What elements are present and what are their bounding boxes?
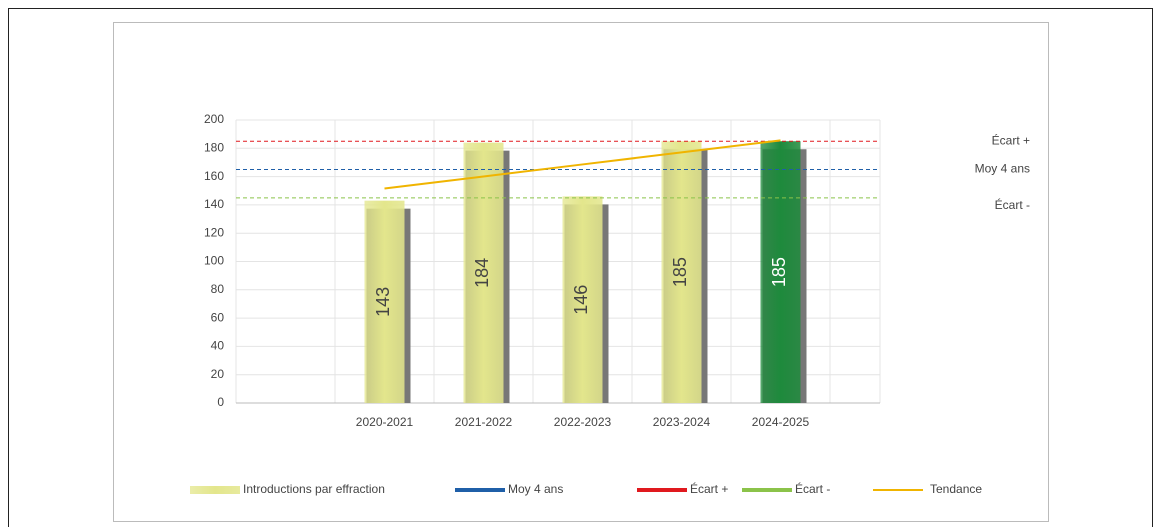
legend-label: Moy 4 ans (508, 482, 563, 496)
y-tick-label: 140 (204, 197, 224, 211)
y-tick-label: 20 (211, 367, 225, 381)
y-tick-label: 180 (204, 140, 224, 154)
trend-line (384, 139, 781, 190)
y-tick-label: 160 (204, 169, 224, 183)
value-label: 146 (571, 285, 591, 315)
reference-label: Écart + (992, 132, 1030, 147)
y-tick-label: 60 (211, 310, 225, 324)
legend-label: Tendance (930, 482, 982, 496)
legend-label: Introductions par effraction (243, 482, 385, 496)
legend-label: Écart + (690, 481, 728, 496)
legend-swatch (190, 486, 240, 494)
y-tick-label: 80 (211, 282, 225, 296)
x-tick-label: 2024-2025 (752, 415, 810, 429)
value-label: 143 (373, 287, 393, 317)
y-tick-label: 40 (211, 339, 225, 353)
bar (760, 141, 801, 403)
y-tick-label: 100 (204, 254, 224, 268)
y-tick-label: 120 (204, 225, 224, 239)
value-label: 185 (769, 257, 789, 287)
outer-frame (8, 8, 1153, 527)
value-label: 185 (670, 257, 690, 287)
bar (661, 141, 702, 403)
legend-label: Écart - (795, 481, 830, 496)
y-tick-label: 0 (217, 395, 224, 409)
x-tick-label: 2022-2023 (554, 415, 612, 429)
reference-label: Écart - (995, 197, 1030, 212)
bar (463, 142, 504, 403)
bar (364, 200, 405, 403)
value-label: 184 (472, 258, 492, 288)
bar (562, 196, 603, 403)
x-tick-label: 2020-2021 (356, 415, 414, 429)
y-tick-label: 200 (204, 112, 224, 126)
x-tick-label: 2023-2024 (653, 415, 711, 429)
reference-label: Moy 4 ans (975, 162, 1030, 176)
x-tick-label: 2021-2022 (455, 415, 513, 429)
